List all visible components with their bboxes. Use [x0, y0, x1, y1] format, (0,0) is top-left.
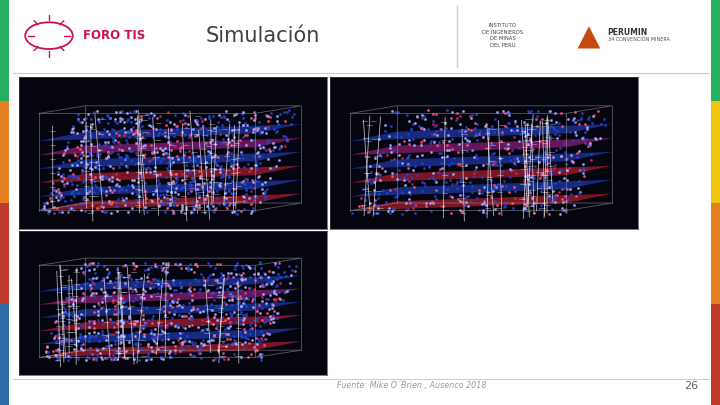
Text: Caso 3: Imagen de la Simulación directa de Bloques: Caso 3: Imagen de la Simulación directa …	[337, 88, 629, 99]
Bar	[0, 202, 9, 304]
Polygon shape	[351, 152, 612, 169]
Polygon shape	[40, 124, 301, 141]
Text: PERUMIN: PERUMIN	[608, 28, 648, 37]
Bar	[0, 0, 9, 101]
Bar	[711, 304, 720, 405]
Bar	[0, 101, 9, 202]
Polygon shape	[40, 315, 301, 331]
Polygon shape	[40, 152, 301, 169]
Text: 26: 26	[684, 381, 698, 391]
Text: Fuente: Mike O´Brien , Ausenco 2018: Fuente: Mike O´Brien , Ausenco 2018	[337, 381, 487, 390]
Text: FORO TIS: FORO TIS	[83, 29, 145, 42]
Bar	[711, 202, 720, 304]
Polygon shape	[40, 328, 301, 344]
Text: INSTITUTO
DE INGENIEROS
DE MINAS
DEL PERÚ: INSTITUTO DE INGENIEROS DE MINAS DEL PER…	[482, 23, 523, 48]
Polygon shape	[40, 166, 301, 183]
Bar	[711, 101, 720, 202]
Polygon shape	[40, 302, 301, 318]
Text: Simulación: Simulación	[205, 26, 320, 46]
Polygon shape	[40, 341, 301, 357]
Text: 34 CONVENCIÓN MINERA: 34 CONVENCIÓN MINERA	[608, 37, 670, 42]
Bar	[711, 0, 720, 101]
Polygon shape	[40, 194, 301, 211]
Text: Realizaciones llevado a cabo usando Isatis™Software: Realizaciones llevado a cabo usando Isat…	[337, 140, 608, 149]
Text: Con capas de intrusión: Con capas de intrusión	[337, 163, 454, 173]
Polygon shape	[40, 275, 301, 292]
Polygon shape	[577, 26, 600, 49]
Polygon shape	[351, 180, 612, 197]
Polygon shape	[351, 166, 612, 183]
Polygon shape	[40, 289, 301, 305]
Polygon shape	[351, 194, 612, 211]
Polygon shape	[351, 138, 612, 155]
Bar	[0, 304, 9, 405]
Text: 17 dominios and 8 Elementos (Cu mostrado): 17 dominios and 8 Elementos (Cu mostrado…	[337, 187, 563, 196]
Text: Leyes promedio en bloques de 100x100x50 pies: Leyes promedio en bloques de 100x100x50 …	[337, 210, 580, 219]
Polygon shape	[40, 138, 301, 155]
Text: Leyes promedio en bloques de 100x100x50 pies: Leyes promedio en bloques de 100x100x50 …	[337, 114, 602, 124]
Polygon shape	[351, 124, 612, 141]
Polygon shape	[40, 180, 301, 197]
